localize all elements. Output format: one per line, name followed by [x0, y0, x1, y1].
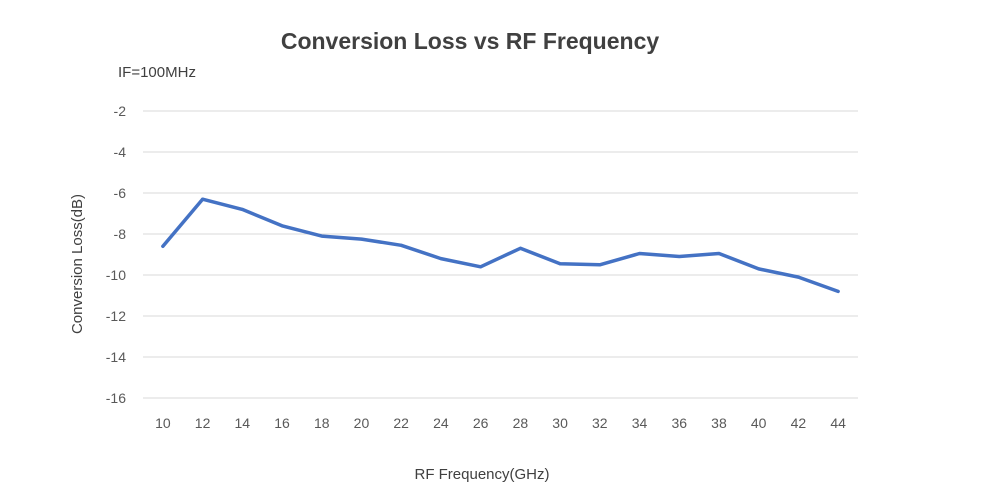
- series-lines: [161, 197, 840, 294]
- y-tick-labels: -2 -4 -6 -8 -10 -12 -14 -16: [106, 103, 126, 406]
- y-tick-label: -12: [106, 308, 126, 324]
- x-tick-label: 28: [513, 415, 529, 431]
- data-point: [479, 265, 483, 269]
- data-point: [598, 263, 602, 267]
- chart-subtitle: IF=100MHz: [118, 64, 196, 81]
- data-point: [399, 243, 403, 247]
- x-tick-label: 12: [195, 415, 211, 431]
- data-point: [796, 275, 800, 279]
- x-axis-label: RF Frequency(GHz): [414, 466, 549, 483]
- x-tick-labels: 10 12 14 16 18 20 22 24 26 28 30 32 34 36 38 40 42 44: [155, 415, 846, 431]
- x-tick-label: 30: [552, 415, 568, 431]
- data-point: [677, 255, 681, 259]
- y-tick-label: -16: [106, 390, 126, 406]
- x-tick-label: 14: [235, 415, 251, 431]
- data-point: [359, 237, 363, 241]
- x-tick-label: 18: [314, 415, 330, 431]
- x-tick-label: 42: [791, 415, 807, 431]
- data-point: [717, 251, 721, 255]
- data-point: [558, 262, 562, 266]
- y-tick-label: -6: [114, 185, 127, 201]
- x-tick-label: 26: [473, 415, 489, 431]
- data-point: [201, 197, 205, 201]
- y-tick-label: -4: [114, 144, 127, 160]
- x-tick-label: 44: [830, 415, 846, 431]
- x-tick-label: 32: [592, 415, 608, 431]
- y-axis-label: Conversion Loss(dB): [69, 194, 86, 334]
- data-point: [280, 224, 284, 228]
- chart-title: Conversion Loss vs RF Frequency: [280, 28, 660, 54]
- data-point: [638, 251, 642, 255]
- y-tick-label: -2: [114, 103, 127, 119]
- data-point: [757, 267, 761, 271]
- gridlines: [143, 110, 858, 399]
- data-point: [320, 234, 324, 238]
- data-point: [161, 244, 165, 248]
- x-tick-label: 24: [433, 415, 449, 431]
- x-tick-label: 10: [155, 415, 171, 431]
- x-tick-label: 22: [393, 415, 409, 431]
- y-tick-label: -10: [106, 267, 126, 283]
- data-point: [439, 257, 443, 261]
- x-tick-label: 38: [711, 415, 727, 431]
- y-tick-label: -8: [114, 226, 127, 242]
- data-point: [518, 246, 522, 250]
- data-point: [240, 207, 244, 211]
- y-tick-label: -14: [106, 349, 126, 365]
- x-tick-label: 16: [274, 415, 290, 431]
- series-line: [161, 197, 840, 294]
- x-tick-label: 20: [354, 415, 370, 431]
- x-tick-label: 34: [632, 415, 648, 431]
- x-tick-label: 36: [671, 415, 687, 431]
- data-point: [836, 289, 840, 293]
- x-tick-label: 40: [751, 415, 767, 431]
